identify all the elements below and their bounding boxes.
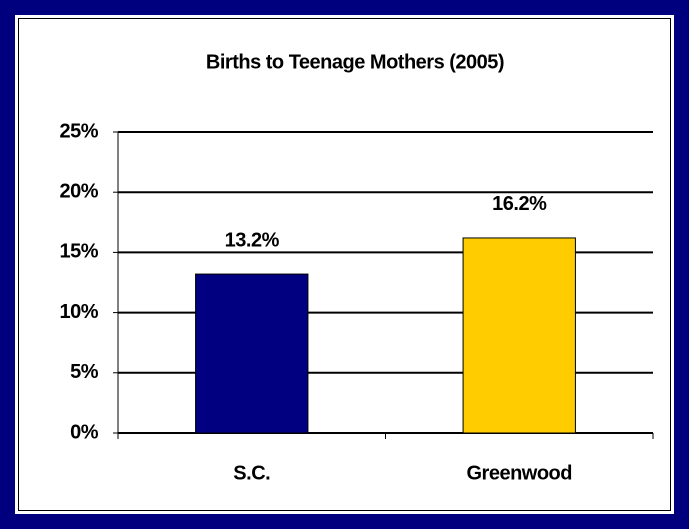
data-label: 16.2%: [492, 193, 547, 215]
chart-title: Births to Teenage Mothers (2005): [206, 51, 504, 73]
y-tick-label: 0%: [70, 421, 99, 443]
bar: [195, 273, 309, 434]
y-tick-label: 10%: [59, 301, 98, 323]
y-tick-label: 20%: [59, 180, 98, 202]
y-tick-label: 5%: [70, 361, 99, 383]
x-tick-label: Greenwood: [466, 462, 572, 484]
data-label: 13.2%: [225, 229, 280, 251]
bar: [462, 237, 576, 434]
x-tick-label: S.C.: [233, 462, 270, 484]
y-tick-label: 15%: [59, 241, 98, 263]
y-tick-label: 25%: [59, 120, 98, 142]
chart-border: [18, 18, 671, 511]
